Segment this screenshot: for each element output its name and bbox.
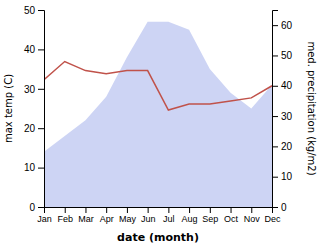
axis-line	[273, 11, 279, 208]
tick-label: Mar	[78, 214, 94, 224]
tick-mark	[38, 128, 44, 129]
plot: JanFebMarAprMayJunJulAugSepOctNovDec0102…	[24, 5, 293, 225]
tick: Sep	[202, 207, 218, 224]
tick-label: 60	[281, 20, 293, 31]
tick-label: Jul	[163, 214, 175, 224]
tick-label: 0	[29, 202, 35, 213]
tick-mark	[272, 116, 278, 117]
tick-mark	[106, 207, 107, 213]
tick: 50	[24, 5, 44, 16]
tick: May	[119, 207, 137, 224]
tick-label: 50	[281, 50, 293, 61]
tick-mark	[272, 55, 278, 56]
tick-label: Aug	[182, 214, 198, 224]
tick-mark	[272, 86, 278, 87]
tick-label: 30	[24, 84, 36, 95]
marks	[44, 22, 272, 207]
tick: 20	[24, 123, 44, 134]
tick: 10	[24, 162, 44, 173]
y-axis: 0 10 20 30 40 50	[24, 5, 45, 213]
tick-label: 10	[281, 171, 293, 182]
tick: 30	[24, 84, 44, 95]
tick: 0	[272, 202, 287, 213]
tick-label: 10	[24, 162, 36, 173]
tick: Mar	[78, 207, 94, 224]
tick: 20	[272, 141, 293, 152]
tick-label: 40	[281, 80, 293, 91]
axis-line	[45, 208, 273, 214]
tick: 40	[272, 80, 293, 91]
area	[44, 22, 272, 207]
tick-mark	[210, 207, 211, 213]
tick: Jan	[37, 207, 52, 224]
tick: 30	[272, 111, 293, 122]
tick-mark	[189, 207, 190, 213]
tick-mark	[231, 207, 232, 213]
tick-mark	[272, 207, 278, 208]
tick-label: 20	[281, 141, 293, 152]
tick: Apr	[100, 207, 114, 224]
axis-line	[38, 11, 45, 208]
tick-label: Apr	[100, 214, 114, 224]
tick-label: Dec	[264, 214, 281, 224]
tick: Oct	[224, 207, 239, 224]
tick: Aug	[182, 207, 198, 224]
tick-mark	[38, 207, 44, 208]
y2-axis-title: med. precipitation (kg/m2)	[306, 41, 317, 175]
tick: Jul	[163, 207, 175, 224]
tick-label: Oct	[224, 214, 239, 224]
y2-axis: 0 10 20 30 40 50 60	[272, 11, 293, 213]
tick-label: Jan	[37, 214, 52, 224]
tick-label: Sep	[202, 214, 218, 224]
tick-mark	[272, 25, 278, 26]
tick-label: Feb	[57, 214, 73, 224]
tick-mark	[272, 146, 278, 147]
tick-label: 0	[281, 202, 287, 213]
tick: 40	[24, 44, 44, 55]
tick-mark	[38, 10, 44, 11]
tick-label: Jun	[141, 214, 156, 224]
tick-label: Nov	[244, 214, 261, 224]
chart: JanFebMarAprMayJunJulAugSepOctNovDec0102…	[0, 0, 318, 247]
tick-label: 50	[24, 5, 36, 16]
tick: Nov	[244, 207, 261, 224]
tick-mark	[85, 207, 86, 213]
tick: Feb	[57, 207, 73, 224]
tick: Dec	[264, 207, 281, 224]
tick: 50	[272, 50, 293, 61]
line	[44, 62, 272, 110]
tick-label: 40	[24, 44, 36, 55]
tick-label: 20	[24, 123, 36, 134]
tick: 0	[29, 202, 44, 213]
tick-mark	[148, 207, 149, 213]
tick-mark	[168, 207, 169, 213]
tick-mark	[38, 168, 44, 169]
tick-mark	[38, 89, 44, 90]
tick: 60	[272, 20, 293, 31]
y-axis-title: max temp (C)	[3, 74, 14, 143]
tick-label: May	[119, 214, 137, 224]
tick: 10	[272, 171, 293, 182]
x-axis-title: date (month)	[117, 231, 199, 244]
x-axis: Jan Feb Mar Apr May Jun Jul Aug Sep Oct NovDec	[37, 207, 281, 224]
tick-mark	[251, 207, 252, 213]
tick-label: 30	[281, 111, 293, 122]
tick-mark	[65, 207, 66, 213]
tick: Jun	[141, 207, 156, 224]
tick-mark	[272, 177, 278, 178]
tick-mark	[38, 49, 44, 50]
tick-mark	[127, 207, 128, 213]
